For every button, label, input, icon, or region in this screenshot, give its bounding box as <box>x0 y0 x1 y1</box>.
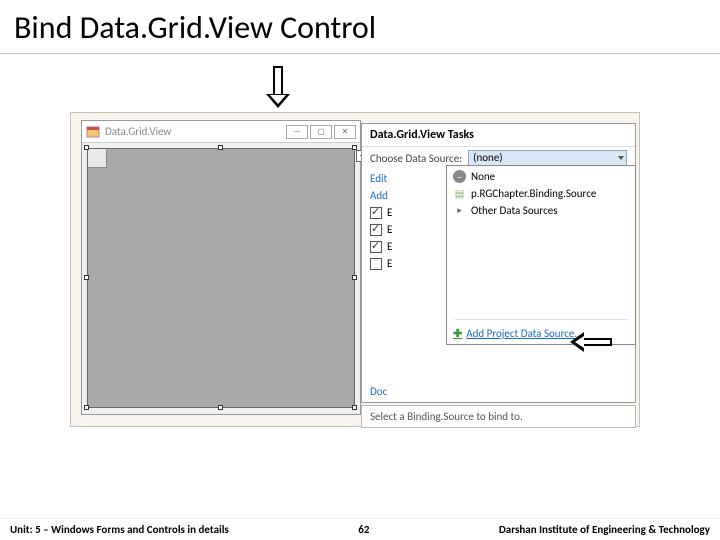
form-icon <box>86 125 100 139</box>
datasource-dropdown: – None ▤ p.RGChapter.Binding.Source ▸ Ot… <box>446 165 636 345</box>
bindingsource-icon: ▤ <box>453 187 466 200</box>
footer-institute: Darshan Institute of Engineering & Techn… <box>499 523 710 536</box>
dropdown-item-bindingsource[interactable]: ▤ p.RGChapter.Binding.Source <box>447 185 635 202</box>
footer-page: 62 <box>358 523 369 536</box>
checkbox-icon <box>370 207 382 219</box>
checkbox-icon <box>370 258 382 270</box>
plus-icon: ✚ <box>453 327 462 340</box>
slide-title: Bind Data.Grid.View Control <box>0 0 720 54</box>
add-datasource-label: Add Project Data Source... <box>466 327 582 340</box>
datasource-selected: (none) <box>473 151 503 164</box>
choose-datasource-label: Choose Data Source: <box>370 152 462 165</box>
checkbox-icon <box>370 224 382 236</box>
slide-footer: Unit: 5 – Windows Forms and Controls in … <box>0 518 720 540</box>
dropdown-label: None <box>471 170 495 183</box>
callout-arrow-left <box>570 334 614 352</box>
form-title: Data.Grid.View <box>105 125 171 138</box>
resize-handle[interactable] <box>352 275 357 280</box>
content-area: Data.Grid.View — ▢ ✕ ◂ Data.Grid.View Ta… <box>0 54 720 484</box>
dropdown-label: Other Data Sources <box>471 204 558 217</box>
minimize-button[interactable]: — <box>286 125 308 139</box>
close-button[interactable]: ✕ <box>334 125 356 139</box>
dropdown-item-other[interactable]: ▸ Other Data Sources <box>447 202 635 219</box>
resize-handle[interactable] <box>84 145 89 150</box>
resize-handle[interactable] <box>218 145 223 150</box>
check-label: E <box>387 223 392 236</box>
design-canvas: Data.Grid.View — ▢ ✕ ◂ Data.Grid.View Ta… <box>70 112 640 427</box>
form-window[interactable]: Data.Grid.View — ▢ ✕ ◂ <box>81 120 361 415</box>
dropdown-item-none[interactable]: – None <box>447 168 635 185</box>
callout-arrow-down <box>268 66 288 110</box>
tasks-header: Data.Grid.View Tasks <box>362 124 635 147</box>
divider <box>455 319 627 320</box>
dropdown-label: p.RGChapter.Binding.Source <box>471 187 596 200</box>
none-icon: – <box>453 170 466 183</box>
titlebar: Data.Grid.View — ▢ ✕ <box>82 121 360 143</box>
resize-handle[interactable] <box>352 405 357 410</box>
footer-unit: Unit: 5 – Windows Forms and Controls in … <box>10 523 229 536</box>
hint-text: Select a Binding.Source to bind to. <box>361 405 636 428</box>
resize-handle[interactable] <box>84 405 89 410</box>
datagridview-control[interactable] <box>87 148 355 408</box>
check-label: E <box>387 206 392 219</box>
dock-link[interactable]: Doc <box>370 385 387 398</box>
resize-handle[interactable] <box>218 405 223 410</box>
chevron-right-icon: ▸ <box>453 204 466 217</box>
check-label: E <box>387 257 392 270</box>
resize-handle[interactable] <box>84 275 89 280</box>
check-label: E <box>387 240 392 253</box>
maximize-button[interactable]: ▢ <box>310 125 332 139</box>
checkbox-icon <box>370 241 382 253</box>
